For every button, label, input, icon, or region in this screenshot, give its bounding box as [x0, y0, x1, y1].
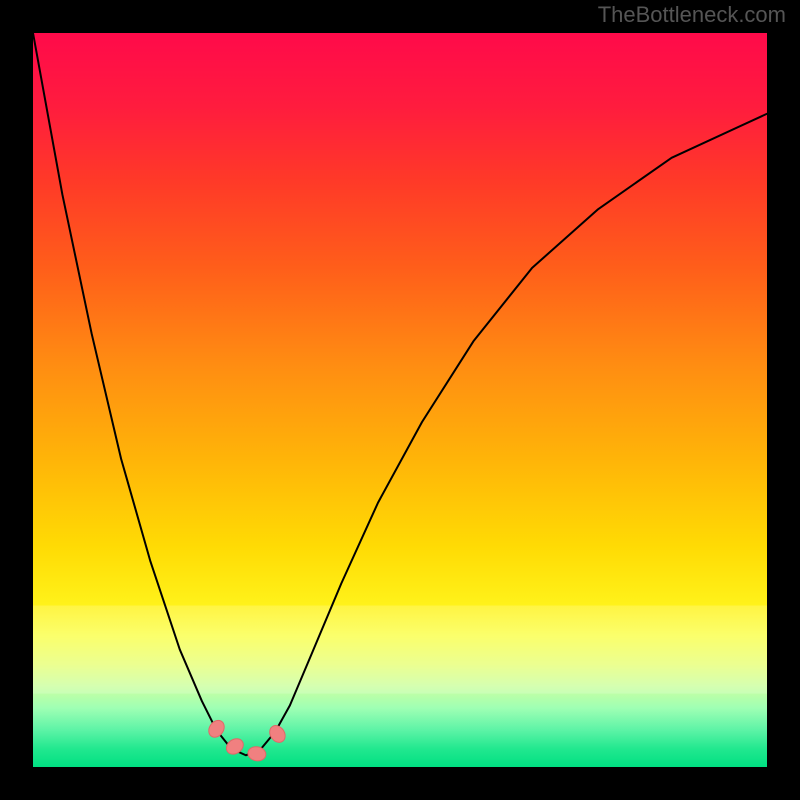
bottleneck-chart — [0, 0, 800, 800]
chart-frame: TheBottleneck.com — [0, 0, 800, 800]
watermark-text: TheBottleneck.com — [598, 2, 786, 28]
pale-band — [33, 606, 767, 694]
